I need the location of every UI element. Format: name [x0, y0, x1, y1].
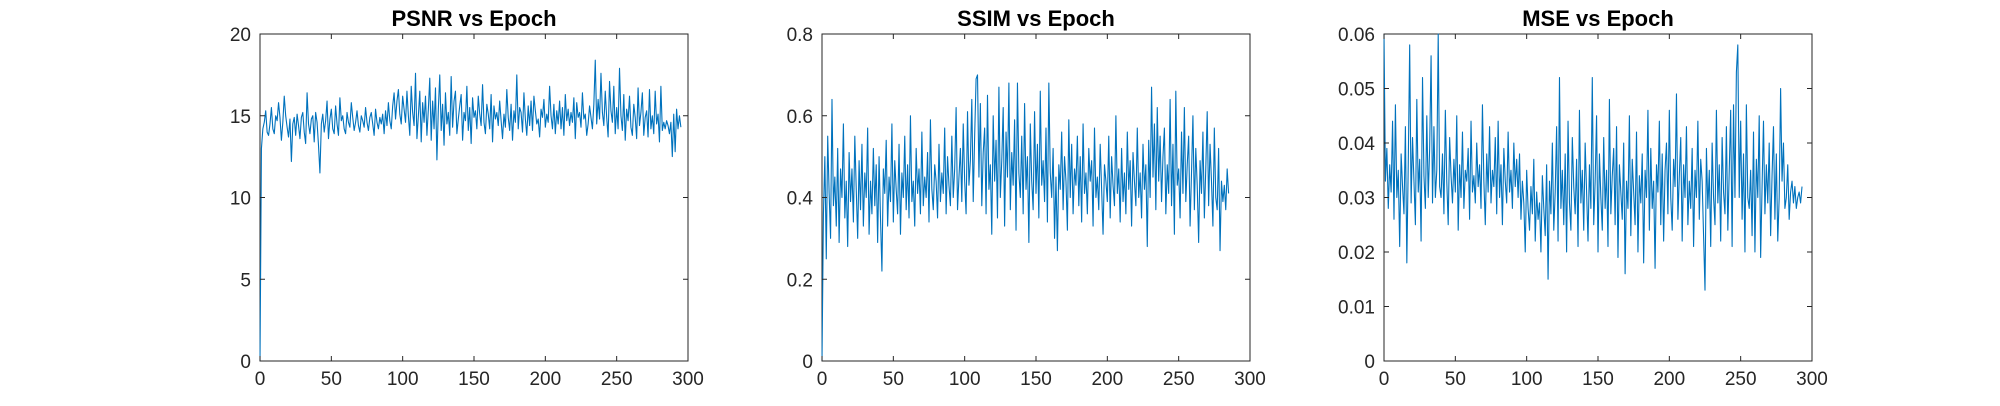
mse-ytick-label-5: 0.05: [1338, 80, 1375, 101]
mse-xtick-label-2: 100: [1511, 369, 1543, 390]
ssim-ytick-label-4: 0.8: [787, 25, 813, 46]
mse-ytick-label-3: 0.03: [1338, 189, 1375, 210]
ssim-title: SSIM vs Epoch: [957, 6, 1115, 31]
psnr-title: PSNR vs Epoch: [391, 6, 556, 31]
psnr-xtick-label-4: 200: [529, 369, 561, 390]
psnr-ytick-label-0: 0: [240, 352, 251, 373]
psnr-xtick-label-3: 150: [458, 369, 490, 390]
psnr-ytick-label-4: 20: [230, 25, 251, 46]
psnr-axes-box: [259, 33, 689, 362]
mse-xtick-label-0: 0: [1379, 369, 1390, 390]
mse-xtick-label-5: 250: [1725, 369, 1757, 390]
psnr-xtick-label-6: 300: [672, 369, 704, 390]
ssim-xtick-label-4: 200: [1091, 369, 1123, 390]
psnr-axes: PSNR vs Epoch 0 50 100 150 200 250 300 0 5 10 15 20: [230, 6, 704, 390]
mse-xtick-label-1: 50: [1445, 369, 1466, 390]
mse-ytick-label-4: 0.04: [1338, 134, 1375, 155]
ssim-xtick-label-3: 150: [1020, 369, 1052, 390]
psnr-series-line: [259, 59, 682, 362]
ssim-ytick-label-1: 0.2: [787, 270, 813, 291]
mse-ytick-label-1: 0.01: [1338, 298, 1375, 319]
mse-axes: MSE vs Epoch 0 50 100 150 200 250 300 0 0.01 0.02…: [1338, 6, 1828, 390]
ssim-ytick-label-3: 0.6: [787, 107, 813, 128]
ssim-xtick-label-2: 100: [949, 369, 981, 390]
mse-title: MSE vs Epoch: [1522, 6, 1674, 31]
psnr-ytick-label-3: 15: [230, 107, 251, 128]
ssim-xtick-label-5: 250: [1163, 369, 1195, 390]
psnr-xtick-label-5: 250: [601, 369, 633, 390]
psnr-xtick-label-0: 0: [255, 369, 266, 390]
mse-ytick-label-6: 0.06: [1338, 25, 1375, 46]
mse-xtick-label-6: 300: [1796, 369, 1828, 390]
ssim-xtick-label-0: 0: [817, 369, 828, 390]
mse-ytick-label-0: 0: [1364, 352, 1375, 373]
ssim-series-line: [821, 74, 1230, 362]
ssim-axes: SSIM vs Epoch 0 50 100 150 200 250 300 0 0.2 0.4 0…: [787, 6, 1266, 390]
ssim-xtick-label-6: 300: [1234, 369, 1266, 390]
ssim-ytick-label-0: 0: [802, 352, 813, 373]
ssim-xtick-label-1: 50: [883, 369, 904, 390]
mse-axes-box: [1383, 33, 1813, 362]
psnr-ytick-label-1: 5: [240, 270, 251, 291]
psnr-xtick-label-2: 100: [387, 369, 419, 390]
psnr-xtick-label-1: 50: [321, 369, 342, 390]
mse-ytick-label-2: 0.02: [1338, 243, 1375, 264]
psnr-ytick-label-2: 10: [230, 189, 251, 210]
mse-xtick-label-3: 150: [1582, 369, 1614, 390]
mse-series-line: [1383, 33, 1803, 291]
mse-xtick-label-4: 200: [1653, 369, 1685, 390]
ssim-ytick-label-2: 0.4: [787, 189, 814, 210]
